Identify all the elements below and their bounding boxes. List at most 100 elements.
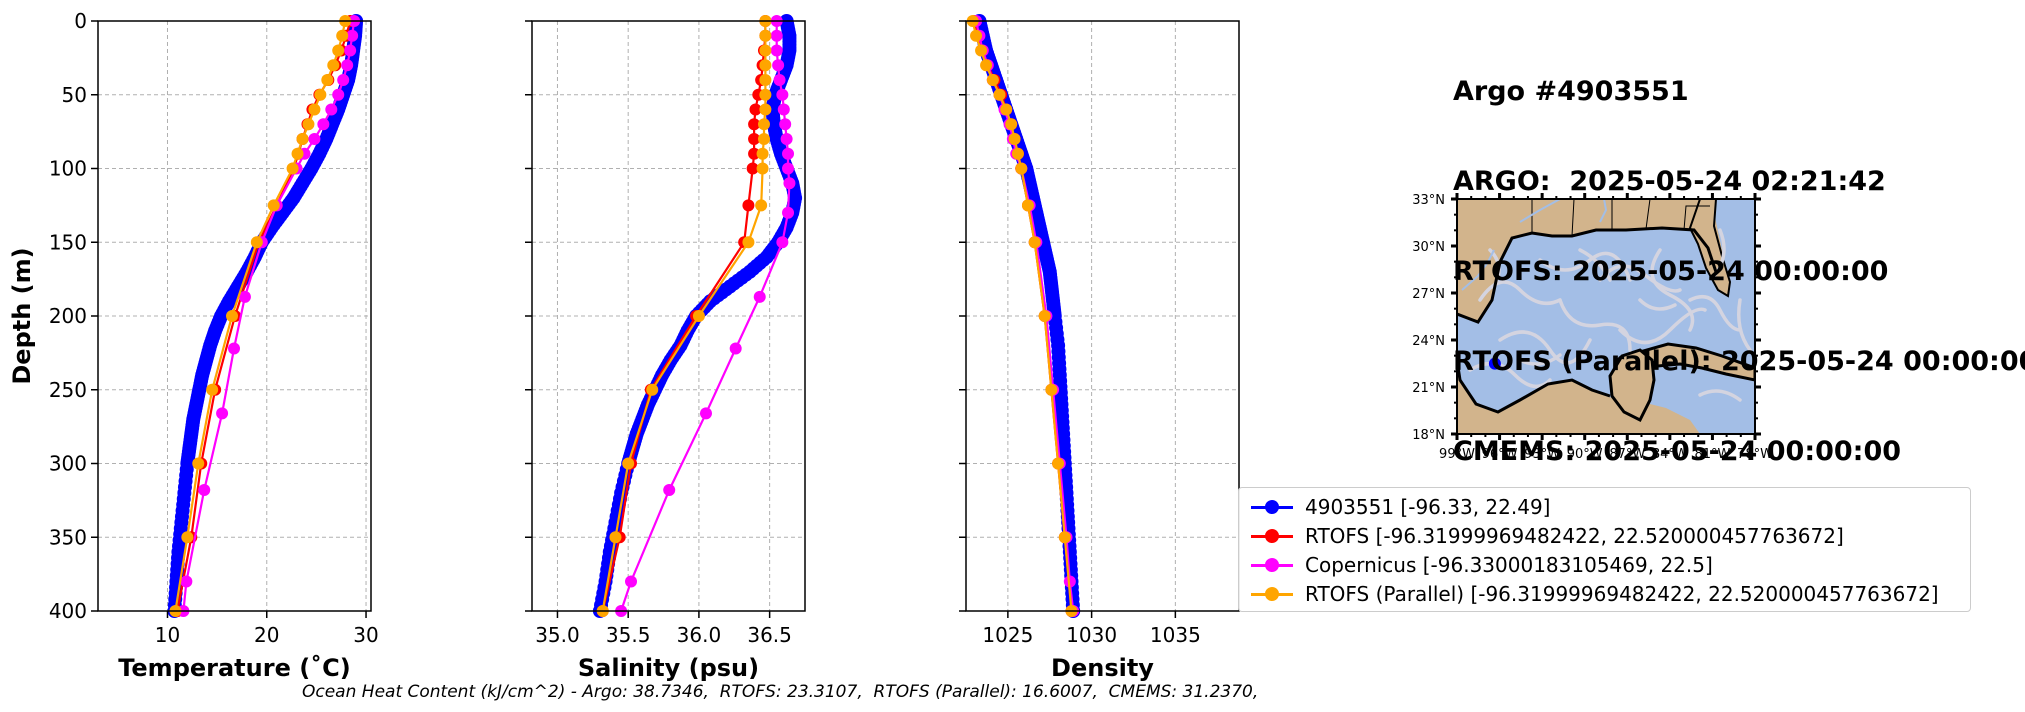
data-point: [742, 236, 755, 249]
data-point: [980, 59, 993, 72]
data-point: [609, 531, 622, 544]
density-panel: 1025 1030 1035 Density: [959, 14, 1240, 682]
cuba: [1636, 342, 1755, 382]
y-tick-label: 300: [49, 452, 87, 476]
data-point: [776, 236, 789, 249]
legend-swatch-argo: [1247, 493, 1297, 521]
legend-item-argo: 4903551 [-96.33, 22.49]: [1247, 493, 1550, 521]
current-streamline: [1650, 248, 1695, 332]
lon-tick-label: 96°W: [1482, 447, 1518, 462]
current-streamline: [1578, 248, 1612, 282]
salinity-panel: 35.0 35.5 36.0 36.5 Salinity (psu): [525, 14, 806, 682]
data-point: [1021, 199, 1034, 212]
legend-label-rtofs: RTOFS [-96.31999969482422, 22.5200004577…: [1305, 524, 1844, 548]
data-point: [238, 290, 251, 303]
data-point: [757, 133, 770, 145]
current-streamline: [1468, 361, 1552, 389]
lat-tick-label: 27°N: [1412, 287, 1445, 302]
lon-tick-label: 78°W: [1737, 447, 1773, 462]
current-streamline: [1618, 307, 1707, 345]
ocean-heat-content-footer: Ocean Heat Content (kJ/cm^2) - Argo: 38.…: [302, 682, 1259, 702]
data-point: [1000, 103, 1013, 116]
current-streamline: [1478, 280, 1562, 306]
data-point: [772, 59, 785, 72]
y-tick-label: 150: [49, 230, 87, 254]
data-point: [780, 133, 793, 145]
data-point: [748, 118, 761, 131]
legend-item-rtofs: RTOFS [-96.31999969482422, 22.5200004577…: [1247, 522, 1844, 550]
data-point: [759, 44, 772, 57]
data-point: [344, 44, 357, 57]
data-point: [759, 74, 772, 86]
data-point: [756, 147, 769, 160]
data-point: [749, 103, 762, 116]
data-point: [181, 531, 194, 544]
data-point: [770, 29, 783, 42]
data-point: [226, 310, 239, 322]
data-point: [776, 88, 789, 101]
data-point: [302, 118, 315, 131]
legend-item-copernicus: Copernicus [-96.33000183105469, 22.5]: [1247, 551, 1713, 579]
data-point: [975, 44, 988, 57]
data-point: [770, 44, 783, 57]
data-point: [993, 88, 1006, 101]
lon-tick-label: 84°W: [1652, 447, 1688, 462]
data-point: [729, 342, 742, 355]
legend-swatch-rtofs-parallel: [1247, 580, 1297, 608]
y-tick-label: 0: [74, 9, 87, 33]
y-tick-label: 250: [49, 378, 87, 402]
data-point: [198, 484, 211, 497]
data-point: [180, 575, 193, 588]
x-tick-label: 1030: [1066, 623, 1117, 647]
float-location-marker: [1488, 357, 1501, 370]
data-point: [625, 575, 638, 588]
current-streamline: [1737, 298, 1752, 352]
data-point: [1038, 310, 1051, 322]
lon-tick-label: 90°W: [1567, 447, 1603, 462]
legend: 4903551 [-96.33, 22.49] RTOFS [-96.31999…: [1238, 487, 1971, 612]
data-point: [250, 236, 263, 249]
x-tick-label: 1035: [1150, 623, 1201, 647]
x-axis-label: Temperature (˚C): [118, 654, 351, 682]
current-streamline: [1688, 294, 1742, 332]
data-point: [782, 162, 795, 175]
data-point: [317, 118, 330, 131]
lat-tick-label: 30°N: [1412, 240, 1445, 255]
data-point: [336, 29, 349, 42]
rtofs-time: RTOFS: 2025-05-24 00:00:00: [1453, 256, 1889, 287]
x-tick-label: 10: [155, 623, 180, 647]
lon-tick-label: 81°W: [1694, 447, 1730, 462]
data-point: [1005, 118, 1018, 131]
legend-swatch-copernicus: [1247, 551, 1297, 579]
data-point: [783, 177, 796, 190]
current-streamline: [1518, 353, 1562, 366]
x-tick-label: 20: [254, 623, 279, 647]
y-axis-label: Depth (m): [8, 247, 36, 384]
data-point: [327, 59, 340, 72]
data-point: [748, 133, 761, 145]
data-point: [1015, 162, 1028, 175]
data-point: [1045, 383, 1058, 396]
series-line: [601, 21, 767, 612]
data-point: [267, 199, 280, 212]
data-point: [337, 74, 350, 86]
current-streamline: [1713, 228, 1726, 277]
legend-label-argo: 4903551 [-96.33, 22.49]: [1305, 495, 1551, 519]
gulf-of-mexico-ocean: [1457, 199, 1755, 434]
y-tick-label: 400: [49, 599, 87, 623]
data-point: [777, 103, 790, 116]
temperature-panel: 0 50 100 150 200 250 300 350 400 10 20 30Temperatur…: [8, 9, 379, 682]
data-point: [286, 162, 299, 175]
data-point: [308, 133, 321, 145]
legend-item-rtofs-parallel: RTOFS (Parallel) [-96.31999969482422, 22…: [1247, 580, 1939, 608]
x-tick-label: 35.5: [606, 623, 651, 647]
map-ocean: [1457, 199, 1755, 434]
data-point: [1028, 236, 1041, 249]
temperature-series-rtofs-parallel: [169, 15, 352, 617]
salinity-series-copernicus: [615, 15, 796, 617]
data-point: [341, 59, 354, 72]
data-point: [759, 29, 772, 42]
florida-peninsula: [1688, 199, 1732, 298]
data-point: [314, 88, 327, 101]
lon-tick-label: 87°W: [1609, 447, 1645, 462]
